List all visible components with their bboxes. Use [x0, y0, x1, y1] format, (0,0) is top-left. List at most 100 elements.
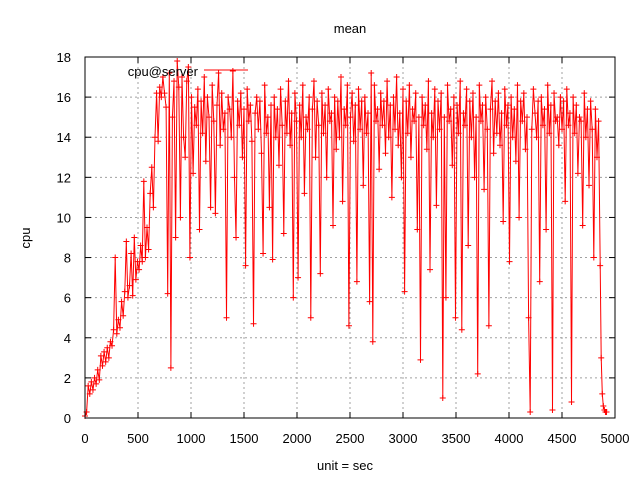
- data-point: [124, 294, 131, 301]
- data-point: [396, 110, 403, 117]
- y-tick-label: 12: [57, 170, 71, 185]
- data-point: [463, 86, 470, 93]
- data-point: [555, 142, 562, 149]
- x-tick-label: 1000: [177, 431, 206, 446]
- data-point: [283, 130, 290, 137]
- data-point: [317, 270, 324, 277]
- data-point: [400, 86, 406, 93]
- data-point: [476, 82, 483, 89]
- data-point: [156, 84, 163, 91]
- data-point: [551, 90, 558, 97]
- data-point: [260, 250, 267, 257]
- data-point: [446, 118, 453, 125]
- data-point: [516, 214, 523, 221]
- data-point: [587, 98, 594, 105]
- data-point: [132, 276, 139, 283]
- data-point: [382, 150, 389, 157]
- data-point: [180, 134, 187, 141]
- data-point: [586, 182, 593, 189]
- data-point: [345, 322, 352, 329]
- data-point: [183, 78, 190, 85]
- data-point: [264, 114, 271, 121]
- data-point: [562, 198, 569, 205]
- x-tick-label: 500: [127, 431, 149, 446]
- data-point: [395, 142, 402, 149]
- data-point: [449, 162, 456, 169]
- data-point: [330, 222, 337, 229]
- data-point: [288, 110, 295, 117]
- data-point: [96, 376, 103, 383]
- data-point: [450, 94, 457, 101]
- data-point: [498, 110, 505, 117]
- data-point: [528, 126, 535, 133]
- data-point: [285, 78, 292, 85]
- data-point: [250, 320, 257, 327]
- data-point: [248, 138, 255, 145]
- data-point: [245, 118, 252, 125]
- data-point: [142, 254, 149, 261]
- data-point: [414, 226, 421, 233]
- data-point: [511, 106, 518, 113]
- data-point: [371, 82, 378, 89]
- data-point: [236, 122, 243, 129]
- data-point: [603, 408, 610, 415]
- data-point: [495, 90, 502, 97]
- data-point: [167, 364, 174, 371]
- data-point: [217, 142, 224, 149]
- data-point: [506, 258, 513, 265]
- data-point: [434, 98, 441, 105]
- data-point: [178, 74, 185, 81]
- data-point: [372, 118, 379, 125]
- data-point: [544, 82, 551, 89]
- data-point: [536, 278, 543, 285]
- data-point: [223, 314, 230, 321]
- data-point: [174, 58, 181, 65]
- data-point: [182, 154, 189, 161]
- data-point: [97, 352, 104, 359]
- data-point: [256, 98, 263, 105]
- data-point: [535, 98, 542, 105]
- data-point: [560, 98, 567, 105]
- y-tick-label: 10: [57, 210, 71, 225]
- data-point: [241, 106, 247, 113]
- data-point: [589, 126, 596, 133]
- data-point: [578, 118, 585, 125]
- data-point: [422, 102, 429, 109]
- data-point: [455, 130, 462, 137]
- data-point: [430, 134, 437, 141]
- data-point: [595, 118, 602, 125]
- data-point: [140, 178, 147, 185]
- data-point: [298, 134, 305, 141]
- data-point: [287, 142, 294, 149]
- data-point: [304, 126, 311, 133]
- data-point: [328, 110, 335, 117]
- data-point: [517, 98, 524, 105]
- x-tick-label: 0: [81, 431, 88, 446]
- data-point: [110, 326, 117, 333]
- data-point: [458, 326, 465, 333]
- data-point: [118, 298, 125, 305]
- data-point: [406, 82, 413, 89]
- y-tick-label: 4: [64, 331, 71, 346]
- data-point: [377, 90, 384, 97]
- data-point: [524, 114, 531, 121]
- data-point: [423, 146, 430, 153]
- y-tick-label: 18: [57, 50, 71, 65]
- data-point: [121, 288, 128, 295]
- data-point: [258, 150, 265, 157]
- data-point: [473, 114, 480, 121]
- data-point: [477, 118, 484, 125]
- data-point: [465, 242, 472, 249]
- data-point: [337, 74, 344, 81]
- data-point: [94, 366, 101, 373]
- data-point: [600, 402, 607, 409]
- data-point: [570, 94, 577, 101]
- data-point: [120, 312, 127, 319]
- data-point: [113, 330, 120, 337]
- data-point: [163, 104, 170, 111]
- y-axis-label: cpu: [18, 228, 33, 249]
- data-point: [582, 134, 589, 141]
- data-point: [493, 130, 500, 137]
- data-point: [576, 114, 583, 121]
- data-point: [557, 94, 564, 101]
